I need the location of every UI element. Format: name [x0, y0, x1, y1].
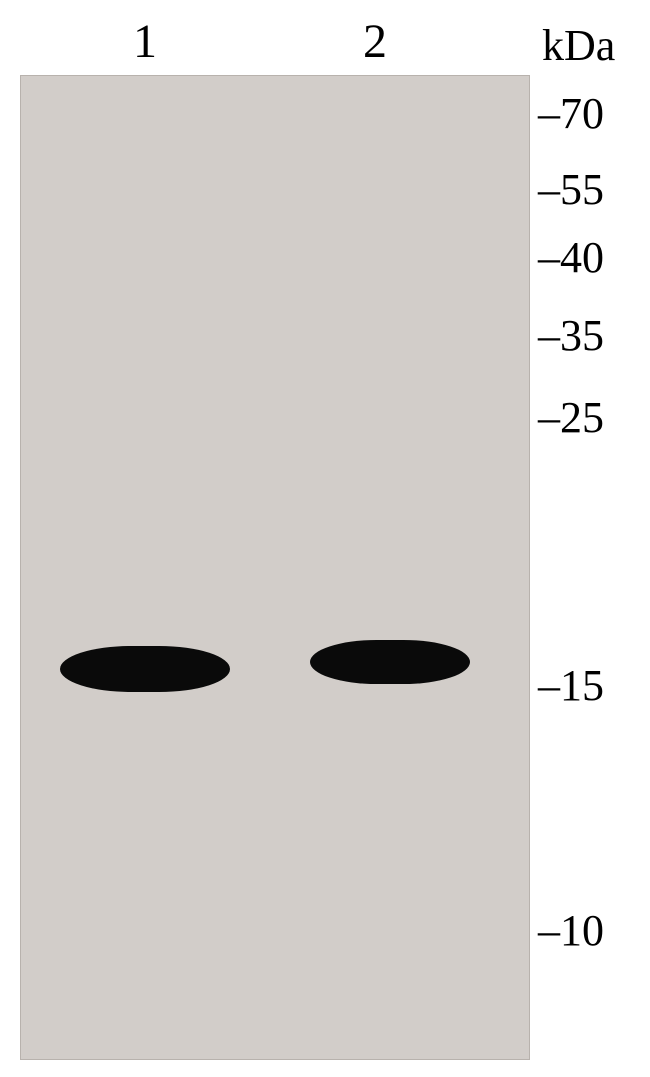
lane-label-1: 1	[133, 14, 157, 69]
marker-40: –40	[538, 232, 604, 283]
marker-70: –70	[538, 88, 604, 139]
marker-25: –25	[538, 392, 604, 443]
blot-membrane	[20, 75, 530, 1060]
band-lane-2	[310, 640, 470, 684]
marker-15: –15	[538, 660, 604, 711]
western-blot-figure: 1 2 kDa –70 –55 –40 –35 –25 –15 –10	[0, 0, 650, 1077]
lane-label-2: 2	[363, 14, 387, 69]
marker-10: –10	[538, 905, 604, 956]
marker-55: –55	[538, 164, 604, 215]
band-lane-1	[60, 646, 230, 692]
marker-35: –35	[538, 310, 604, 361]
kda-header: kDa	[542, 20, 615, 71]
